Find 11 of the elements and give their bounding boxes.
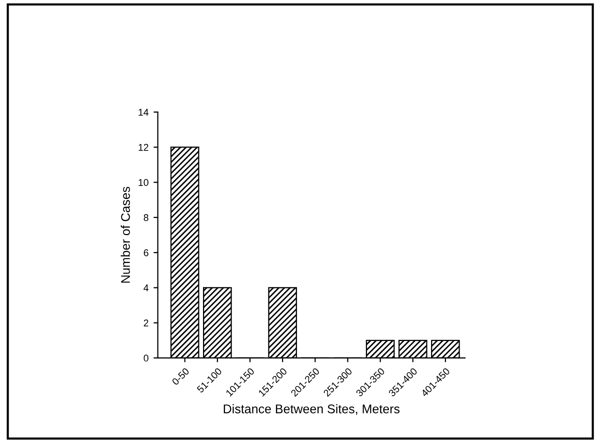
y-tick-label: 4 (144, 284, 148, 292)
y-tick-label: 8 (144, 214, 148, 222)
y-tick-label: 14 (138, 108, 148, 116)
y-tick-label: 0 (144, 354, 148, 362)
y-tick-label: 10 (138, 179, 148, 186)
y-tick-label: 2 (144, 320, 148, 326)
y-axis-title: Number of Cases (120, 186, 130, 283)
x-tick-label: 0-50 (172, 367, 190, 386)
x-axis-title: Distance Between Sites, Meters (224, 404, 400, 415)
y-tick-label: 12 (138, 144, 148, 151)
y-tick-label: 6 (144, 249, 148, 256)
